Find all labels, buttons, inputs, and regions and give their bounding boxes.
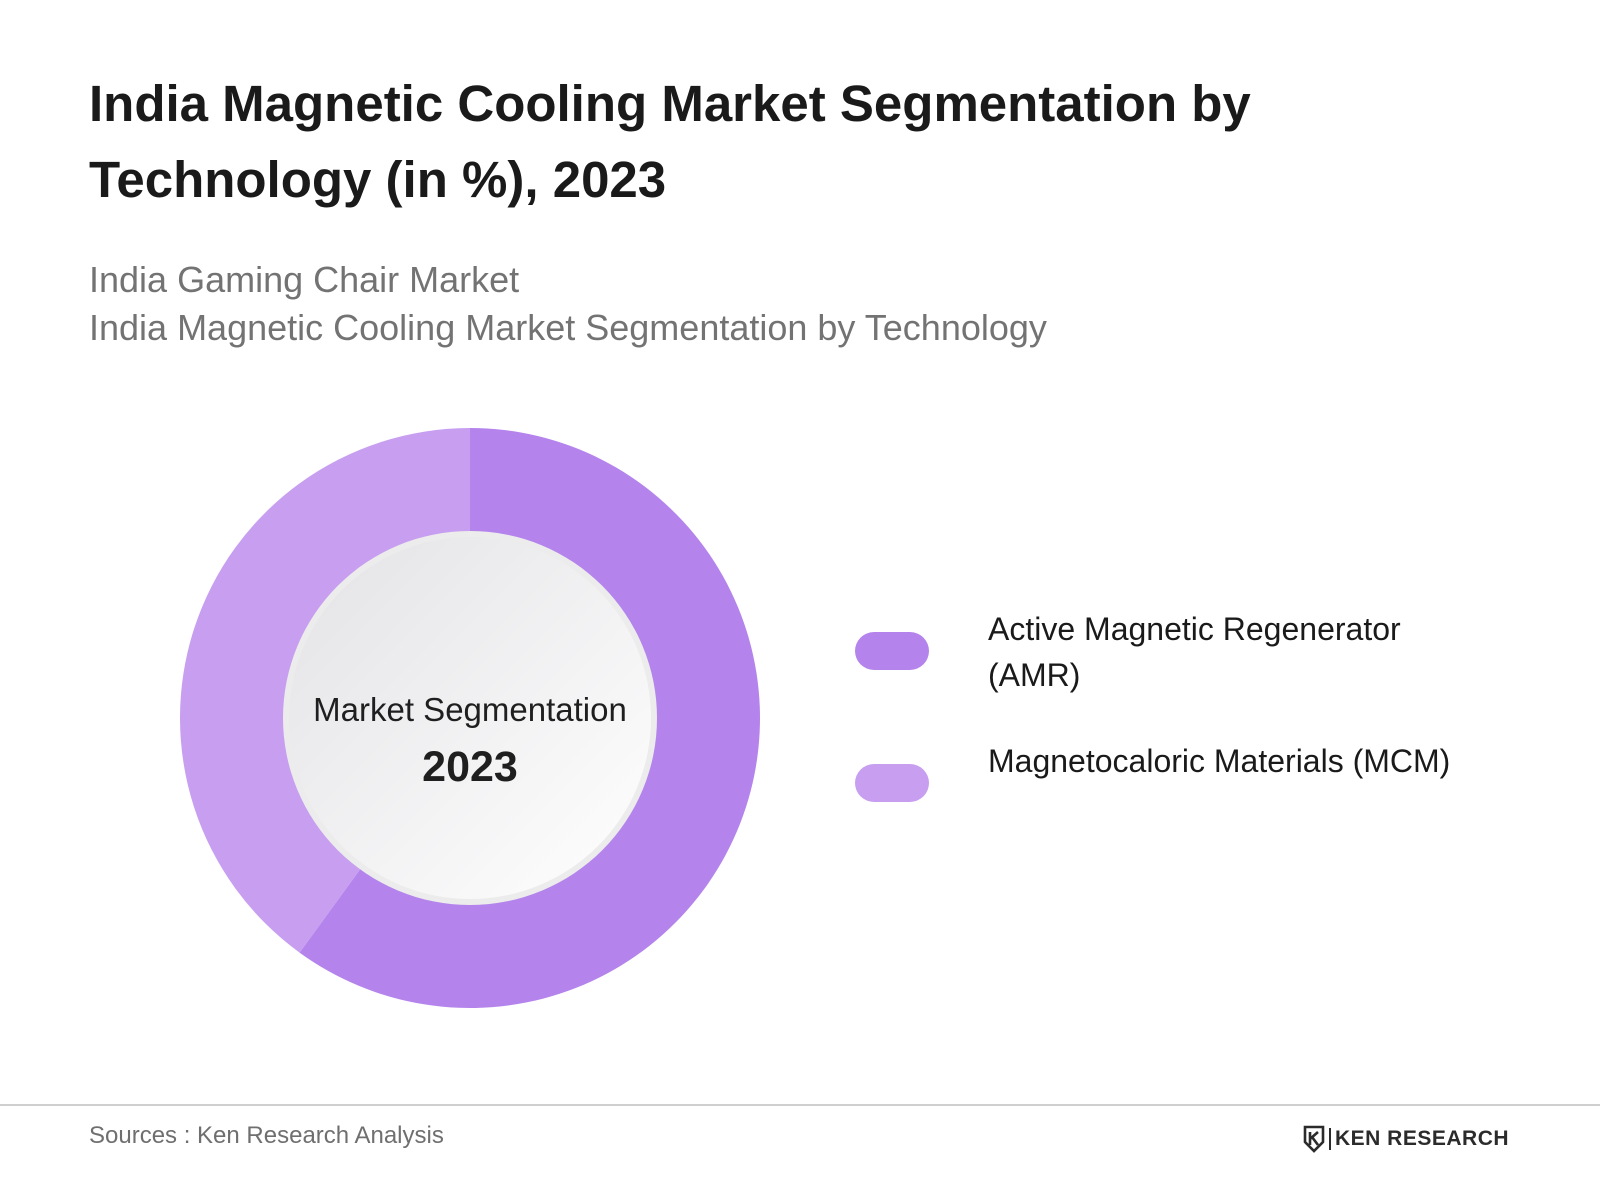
donut-chart <box>180 428 760 1009</box>
brand-logo: KEN RESEARCH <box>1299 1124 1519 1154</box>
legend-swatch-mcm <box>855 764 929 802</box>
legend-item-mcm: Magnetocaloric Materials (MCM) <box>855 738 1495 838</box>
subtitle-line-2: India Magnetic Cooling Market Segmentati… <box>89 307 1047 348</box>
chart-title: India Magnetic Cooling Market Segmentati… <box>89 75 1251 208</box>
donut-center-label: Market Segmentation <box>313 691 627 728</box>
ken-research-logo-icon <box>1303 1125 1325 1153</box>
footer-divider <box>0 1104 1600 1106</box>
legend-swatch-amr <box>855 632 929 670</box>
donut-center-year: 2023 <box>422 743 518 791</box>
brand-separator <box>1329 1128 1331 1150</box>
donut-hole <box>289 537 651 899</box>
legend-label-mcm: Magnetocaloric Materials (MCM) <box>988 743 1451 779</box>
source-note: Sources : Ken Research Analysis <box>89 1122 444 1149</box>
legend-item-amr: Active Magnetic Regenerator (AMR) <box>855 606 1495 706</box>
legend-label-amr: Active Magnetic Regenerator (AMR) <box>988 611 1401 693</box>
subtitle-line-1: India Gaming Chair Market <box>89 259 520 300</box>
brand-name: KEN RESEARCH <box>1335 1127 1510 1150</box>
